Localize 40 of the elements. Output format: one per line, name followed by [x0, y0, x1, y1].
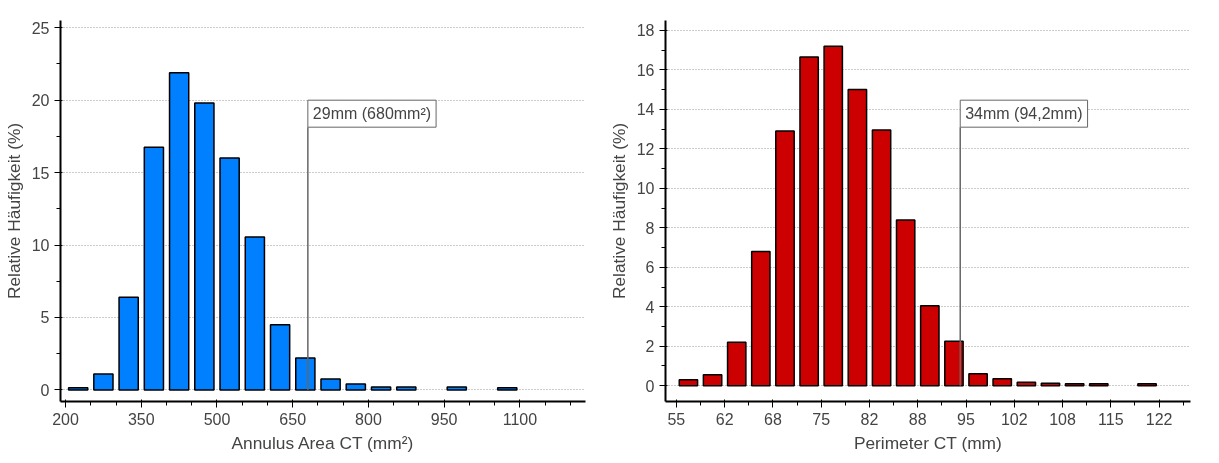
x-tick-label: 650 — [279, 410, 307, 428]
x-tick-label: 55 — [667, 410, 686, 428]
x-tick-label: 88 — [908, 410, 927, 428]
x-tick-label: 115 — [1098, 410, 1124, 428]
y-tick-label: 25 — [31, 19, 50, 37]
x-axis-title: Perimeter CT (mm) — [853, 432, 1002, 453]
y-axis-title: Relative Häufigkeit (%) — [3, 122, 24, 300]
x-tick-label: 102 — [1000, 410, 1028, 428]
y-tick-label: 14 — [636, 101, 655, 119]
y-tick-label: 8 — [645, 219, 655, 237]
x-tick-label: 62 — [715, 410, 734, 428]
y-tick-label: 20 — [31, 92, 50, 110]
x-tick-label: 500 — [203, 410, 231, 428]
x-tick-label: 68 — [763, 410, 782, 428]
x-tick-label: 950 — [430, 410, 458, 428]
x-axis-title: Annulus Area CT (mm²) — [231, 432, 414, 453]
ref-line-label: 34mm (94,2mm) — [965, 105, 1083, 123]
x-tick-label: 122 — [1145, 410, 1173, 428]
ref-line-label: 29mm (680mm²) — [312, 105, 432, 123]
y-tick-label: 15 — [31, 164, 50, 182]
x-tick-label: 350 — [127, 410, 155, 428]
x-tick-label: 75 — [812, 410, 831, 428]
x-tick-label: 82 — [860, 410, 879, 428]
x-tick-label: 1100 — [502, 410, 538, 428]
x-tick-label: 800 — [355, 410, 382, 428]
y-tick-label: 5 — [40, 309, 50, 327]
y-tick-label: 12 — [636, 140, 655, 158]
y-tick-label: 0 — [645, 377, 655, 395]
y-tick-label: 4 — [645, 298, 655, 316]
x-tick-label: 108 — [1049, 410, 1076, 428]
y-axis-title: Relative Häufigkeit (%) — [608, 122, 629, 300]
y-tick-label: 10 — [636, 180, 655, 198]
y-tick-label: 10 — [31, 237, 50, 255]
y-tick-label: 18 — [636, 22, 655, 40]
y-tick-label: 6 — [645, 259, 655, 277]
y-tick-label: 2 — [645, 338, 655, 356]
y-tick-label: 16 — [636, 61, 655, 79]
x-tick-label: 200 — [52, 410, 79, 428]
y-tick-label: 0 — [40, 381, 50, 399]
x-tick-label: 95 — [957, 410, 976, 428]
